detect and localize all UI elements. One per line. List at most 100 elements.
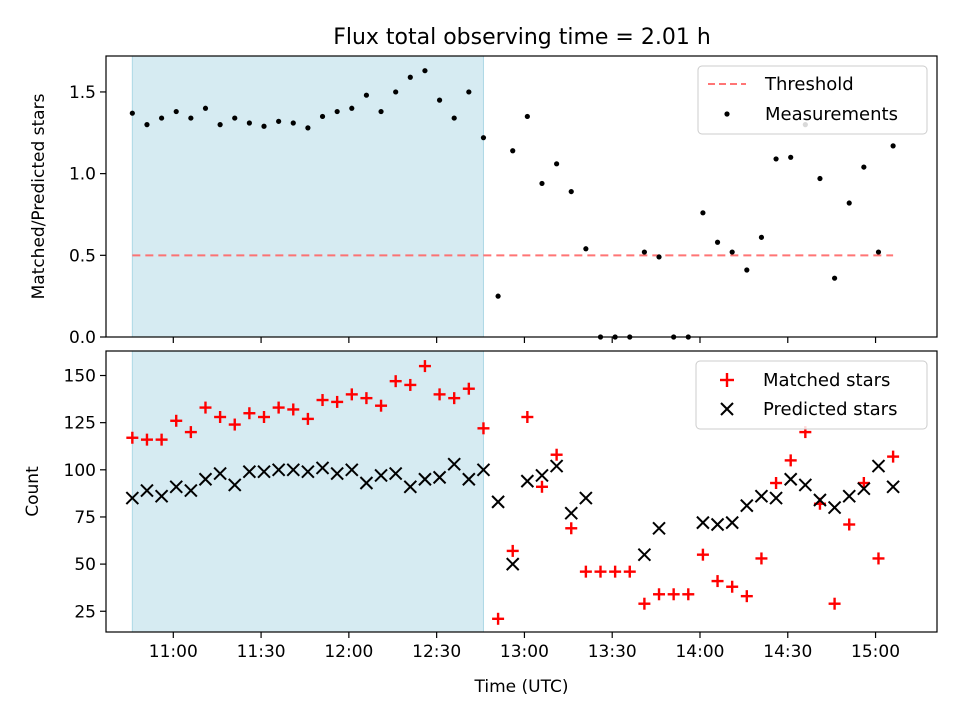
measurement-point xyxy=(831,275,838,281)
top-y-tick-label: 1.5 xyxy=(69,83,96,103)
measurement-point xyxy=(319,113,326,120)
measurement-point xyxy=(495,293,501,299)
x-tick-label: 15:00 xyxy=(851,642,900,662)
measurement-point xyxy=(202,105,209,111)
matched-star-point xyxy=(462,382,475,395)
predicted-star-point xyxy=(740,498,754,513)
predicted-star-point xyxy=(432,470,447,485)
matched-star-point xyxy=(535,480,548,493)
measurement-point xyxy=(641,249,647,255)
matched-star-point xyxy=(740,590,753,603)
matched-star-point xyxy=(594,565,607,578)
predicted-star-point xyxy=(769,491,783,505)
top-y-tick-label: 0.5 xyxy=(69,246,96,266)
measurement-point xyxy=(524,113,530,120)
matched-star-point xyxy=(770,477,783,490)
matched-star-point xyxy=(301,412,314,425)
predicted-star-point xyxy=(125,491,140,505)
measurement-point xyxy=(539,180,545,187)
predicted-star-point xyxy=(652,521,666,535)
measurement-point xyxy=(451,115,457,121)
bottom-y-ticks: 25 50 75 100 125 150 xyxy=(64,367,106,622)
matched-star-point xyxy=(418,360,431,373)
predicted-star-point xyxy=(827,500,842,515)
matched-star-point xyxy=(448,392,461,405)
measurement-point xyxy=(246,120,252,126)
predicted-star-point xyxy=(447,457,461,471)
top-legend: Threshold Measurements xyxy=(697,65,928,135)
measurement-point xyxy=(568,188,574,195)
bottom-y-tick-label: 150 xyxy=(64,367,96,387)
measurement-point xyxy=(817,175,823,182)
matched-star-point xyxy=(579,565,592,578)
measurement-point xyxy=(290,120,296,126)
matched-star-point xyxy=(375,399,388,412)
predicted-star-point xyxy=(184,483,198,498)
matched-star-point xyxy=(711,575,724,588)
matched-star-point xyxy=(726,580,739,593)
predicted-star-point xyxy=(871,459,886,473)
matched-star-point xyxy=(696,548,709,561)
matched-star-point xyxy=(755,552,768,565)
matched-star-point xyxy=(170,414,183,427)
matched-star-point xyxy=(667,588,680,601)
matched-star-point xyxy=(492,612,505,625)
measurement-point xyxy=(554,161,560,167)
bottom-x-ticks: 11:00 11:30 12:00 12:30 13:00 13:30 14:00 14:30… xyxy=(149,632,900,662)
top-legend-box xyxy=(697,65,928,135)
predicted-star-point xyxy=(564,506,578,520)
measurement-point xyxy=(422,68,428,74)
x-tick-label: 11:30 xyxy=(237,642,286,662)
legend-matched-swatch xyxy=(720,373,734,387)
measurement-point xyxy=(700,210,706,216)
matched-stars-points xyxy=(126,360,900,625)
measurement-point xyxy=(261,123,267,129)
matched-star-point xyxy=(140,433,153,446)
measurement-point xyxy=(407,74,413,80)
top-x-ticks xyxy=(172,337,877,343)
legend-matched-label: Matched stars xyxy=(763,370,890,391)
measurement-point xyxy=(378,108,384,115)
measurement-point xyxy=(875,249,882,255)
measurement-point xyxy=(158,115,165,121)
matched-star-point xyxy=(638,597,651,610)
matched-star-point xyxy=(360,392,373,405)
matched-star-point xyxy=(887,450,900,463)
x-tick-label: 13:30 xyxy=(588,642,637,662)
measurement-point xyxy=(729,249,735,255)
matched-star-point xyxy=(199,401,212,414)
top-y-tick-label: 0.0 xyxy=(69,328,96,348)
matched-star-point xyxy=(243,407,256,420)
measurement-points xyxy=(129,68,896,340)
predicted-star-point xyxy=(783,472,798,486)
matched-star-point xyxy=(433,388,446,401)
measurement-point xyxy=(144,122,150,128)
matched-star-point xyxy=(258,411,271,424)
legend-predicted-label: Predicted stars xyxy=(763,399,897,420)
predicted-star-point xyxy=(725,515,739,530)
predicted-star-point xyxy=(798,478,813,492)
matched-star-point xyxy=(184,426,197,439)
bottom-y-tick-label: 50 xyxy=(74,555,96,575)
matched-star-point xyxy=(828,597,841,610)
predicted-star-point xyxy=(359,476,374,490)
matched-star-point xyxy=(345,388,358,401)
measurement-point xyxy=(349,105,355,111)
top-y-axis-label: Matched/Predicted stars xyxy=(29,93,49,299)
matched-star-point xyxy=(843,518,856,531)
predicted-star-point xyxy=(637,547,652,562)
matched-star-point xyxy=(506,544,519,557)
measurement-point xyxy=(480,135,487,141)
matched-star-point xyxy=(872,552,885,565)
top-y-ticks: 0.0 0.5 1.0 1.5 xyxy=(69,83,106,348)
legend-predicted-swatch xyxy=(720,402,734,416)
bottom-y-tick-label: 100 xyxy=(64,461,96,481)
predicted-star-point xyxy=(857,481,871,496)
measurement-point xyxy=(363,92,370,98)
measurement-point xyxy=(129,110,135,116)
measurement-point xyxy=(393,89,399,95)
measurement-point xyxy=(788,154,794,160)
predicted-star-point xyxy=(710,517,725,532)
predicted-star-point xyxy=(754,489,769,503)
predicted-star-point xyxy=(813,493,827,507)
